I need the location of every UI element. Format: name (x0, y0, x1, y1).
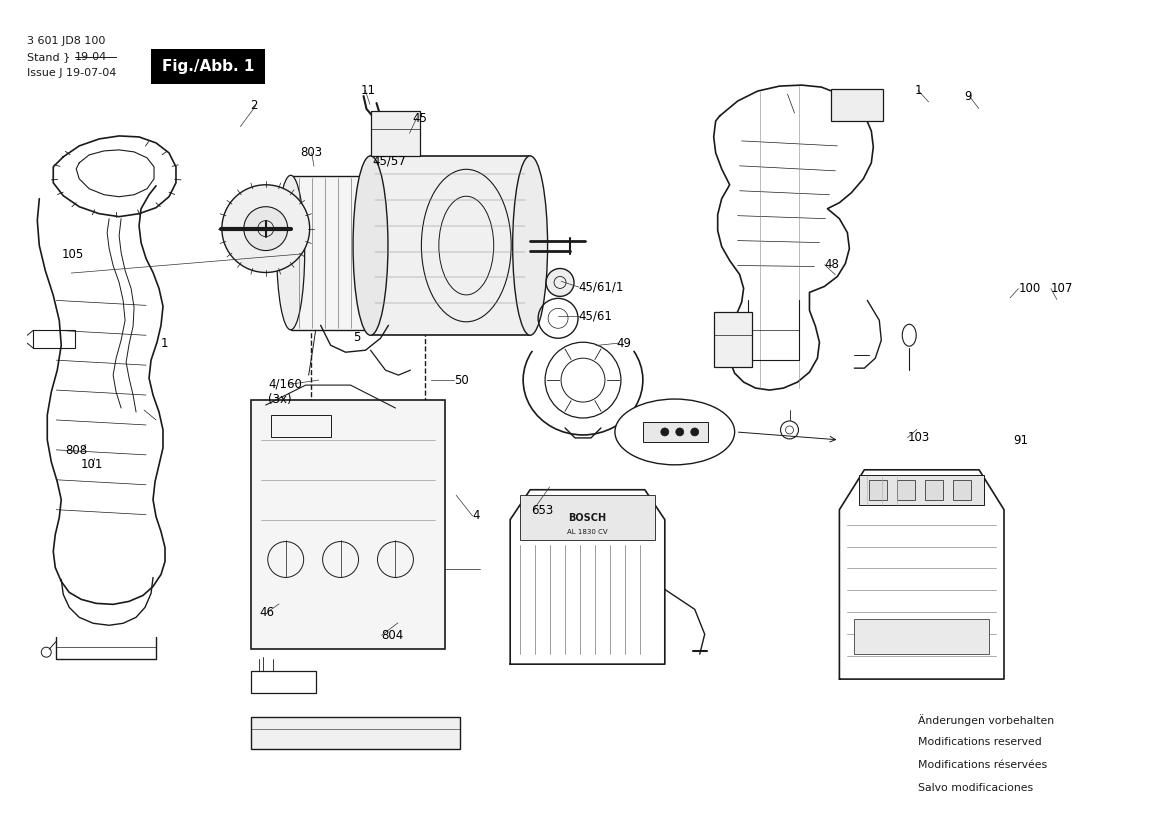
Bar (151, 49, 265, 83)
Text: 1: 1 (161, 336, 168, 349)
Text: BOSCH: BOSCH (568, 513, 606, 523)
Ellipse shape (387, 175, 414, 330)
Text: 50: 50 (454, 373, 469, 387)
Text: 49: 49 (616, 336, 631, 349)
Text: 804: 804 (381, 629, 403, 642)
Ellipse shape (615, 399, 734, 465)
Text: Modifications réservées: Modifications réservées (918, 761, 1047, 771)
Bar (714, 312, 752, 367)
Bar (855, 620, 989, 654)
Text: 105: 105 (62, 248, 84, 261)
Circle shape (660, 428, 669, 436)
Text: 101: 101 (81, 458, 103, 472)
Text: 11: 11 (360, 83, 375, 97)
Circle shape (691, 428, 699, 436)
Text: 107: 107 (1051, 282, 1073, 295)
Text: 3 601 JD8 100: 3 601 JD8 100 (27, 36, 105, 46)
Text: AL 1830 CV: AL 1830 CV (567, 529, 608, 534)
Text: 653: 653 (531, 504, 553, 516)
Text: 19-04: 19-04 (75, 52, 108, 63)
Bar (870, 480, 887, 500)
Text: 5: 5 (353, 330, 361, 344)
Bar (291, 176, 401, 330)
Bar (271, 415, 331, 437)
Text: Fig./Abb. 1: Fig./Abb. 1 (161, 59, 254, 74)
Text: 45: 45 (411, 112, 427, 125)
Text: 100: 100 (1018, 282, 1040, 295)
Ellipse shape (277, 175, 305, 330)
Circle shape (222, 185, 310, 273)
Bar (953, 480, 971, 500)
Text: 2: 2 (250, 99, 257, 112)
Bar (311, 320, 426, 410)
Bar (643, 422, 707, 442)
Text: 4: 4 (472, 510, 480, 522)
Ellipse shape (353, 156, 388, 335)
Bar (859, 475, 984, 505)
Bar (33, 330, 75, 349)
Bar (925, 480, 943, 500)
Text: 45/61: 45/61 (579, 310, 613, 322)
Text: 9: 9 (964, 89, 973, 102)
Bar (371, 156, 530, 335)
Circle shape (546, 268, 574, 297)
Circle shape (676, 428, 684, 436)
Text: 91: 91 (1014, 434, 1029, 447)
Text: Issue J 19-07-04: Issue J 19-07-04 (27, 68, 117, 78)
Text: 103: 103 (907, 431, 929, 444)
Text: 803: 803 (300, 146, 323, 159)
Text: 4/160: 4/160 (269, 377, 303, 391)
Bar (898, 480, 915, 500)
Bar (371, 111, 421, 156)
Text: 45/61/1: 45/61/1 (579, 281, 624, 293)
Text: Modifications reserved: Modifications reserved (918, 738, 1042, 748)
Text: Stand }: Stand } (27, 52, 74, 63)
Text: 46: 46 (260, 605, 274, 619)
Text: 91/1/22: 91/1/22 (678, 439, 724, 452)
Bar (251, 400, 445, 649)
Text: Änderungen vorbehalten: Änderungen vorbehalten (918, 714, 1054, 726)
Text: 48: 48 (825, 259, 839, 271)
Ellipse shape (513, 156, 547, 335)
Text: 808: 808 (65, 444, 88, 457)
Bar (831, 89, 884, 121)
Text: Salvo modificaciones: Salvo modificaciones (918, 783, 1033, 794)
Text: (3x): (3x) (269, 392, 292, 406)
Bar (251, 672, 316, 693)
Bar (251, 717, 461, 749)
Bar (520, 495, 655, 539)
Circle shape (244, 206, 288, 250)
Text: 45/57: 45/57 (372, 154, 406, 168)
Text: 1: 1 (914, 83, 922, 97)
